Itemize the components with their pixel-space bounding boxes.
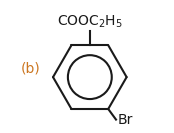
Text: (b): (b) (21, 62, 40, 76)
Text: Br: Br (117, 113, 133, 127)
Text: COOC$_2$H$_5$: COOC$_2$H$_5$ (57, 14, 123, 30)
